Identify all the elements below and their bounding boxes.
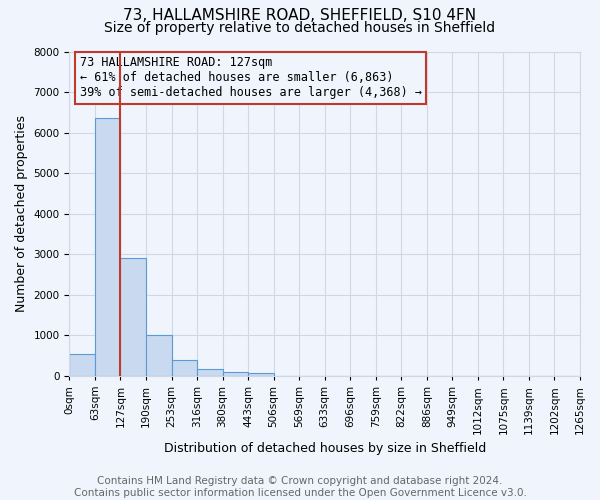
Bar — [197, 369, 223, 376]
Bar — [70, 354, 95, 376]
X-axis label: Distribution of detached houses by size in Sheffield: Distribution of detached houses by size … — [164, 442, 486, 455]
Bar — [146, 336, 172, 376]
Bar — [172, 360, 197, 376]
Bar — [248, 374, 274, 376]
Text: Size of property relative to detached houses in Sheffield: Size of property relative to detached ho… — [104, 21, 496, 35]
Text: 73 HALLAMSHIRE ROAD: 127sqm
← 61% of detached houses are smaller (6,863)
39% of : 73 HALLAMSHIRE ROAD: 127sqm ← 61% of det… — [80, 56, 422, 100]
Y-axis label: Number of detached properties: Number of detached properties — [15, 115, 28, 312]
Bar — [121, 258, 146, 376]
Bar — [223, 372, 248, 376]
Text: Contains HM Land Registry data © Crown copyright and database right 2024.
Contai: Contains HM Land Registry data © Crown c… — [74, 476, 526, 498]
Text: 73, HALLAMSHIRE ROAD, SHEFFIELD, S10 4FN: 73, HALLAMSHIRE ROAD, SHEFFIELD, S10 4FN — [124, 8, 476, 22]
Bar — [95, 118, 121, 376]
